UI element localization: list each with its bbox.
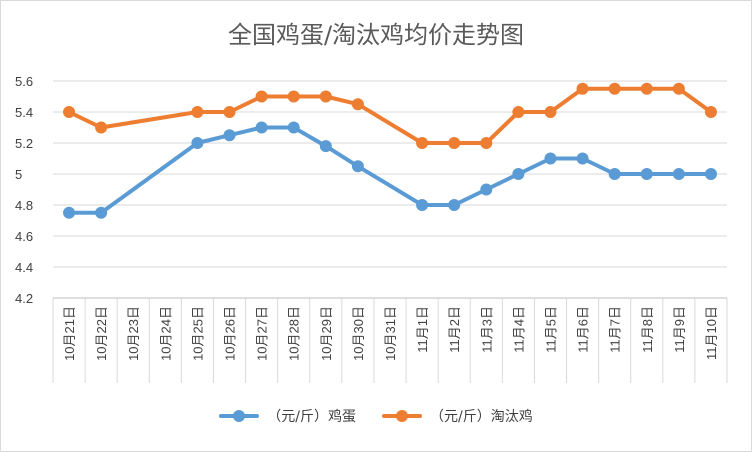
data-point — [672, 168, 685, 180]
data-point — [544, 152, 557, 165]
data-point — [640, 168, 653, 180]
y-tick-label: 4.2 — [15, 291, 33, 306]
x-tick-label: 10月25日 — [190, 306, 205, 361]
legend: （元/斤）鸡蛋 （元/斤）淘汰鸡 — [1, 406, 751, 426]
data-point — [319, 90, 332, 103]
data-point — [608, 82, 621, 95]
data-point — [255, 90, 268, 103]
x-tick-label: 11月8日 — [640, 306, 655, 353]
x-tick-label: 11月9日 — [672, 306, 687, 353]
x-tick-label: 11月10日 — [704, 306, 719, 360]
x-tick-label: 10月21日 — [62, 306, 77, 361]
y-tick-label: 4.4 — [15, 260, 33, 275]
data-point — [351, 160, 364, 173]
x-tick-label: 10月30日 — [351, 306, 366, 361]
legend-marker — [219, 409, 260, 423]
legend-label: （元/斤）淘汰鸡 — [430, 409, 533, 425]
legend-item-1: （元/斤）鸡蛋 — [219, 406, 356, 426]
chart-plot: 4.2 4.4 4.6 4.8 5 5.2 5.4 5.6 10月21日 10月22日 10月23日… — [15, 74, 728, 383]
y-tick-label: 4.8 — [15, 198, 33, 213]
y-tick-label: 5.2 — [15, 136, 33, 151]
data-point — [416, 199, 429, 211]
x-tick-label: 10月29日 — [319, 306, 334, 361]
data-point — [704, 168, 717, 180]
x-tick-label: 10月24日 — [158, 306, 173, 361]
data-point — [576, 152, 589, 165]
data-point — [512, 106, 525, 118]
data-point — [223, 106, 236, 118]
legend-marker — [382, 409, 422, 423]
data-point — [63, 106, 76, 118]
x-tick-label: 10月26日 — [223, 306, 238, 361]
data-point — [448, 137, 461, 149]
data-point — [544, 106, 557, 118]
x-tick-label: 10月23日 — [126, 306, 141, 361]
x-tick-label: 10月31日 — [383, 306, 398, 361]
chart-title: 全国鸡蛋/淘汰鸡均价走势图 — [227, 21, 525, 49]
data-point — [640, 82, 653, 95]
data-point — [191, 106, 204, 118]
data-point — [608, 168, 621, 180]
x-tick-label: 11月2日 — [447, 306, 462, 353]
data-point — [287, 121, 300, 134]
y-tick-label: 5.6 — [15, 74, 33, 89]
data-point — [672, 82, 685, 95]
data-point — [480, 183, 493, 196]
data-point — [448, 199, 461, 211]
x-tick-label: 10月27日 — [255, 306, 270, 361]
y-tick-label: 5 — [15, 167, 22, 182]
legend-item-2: （元/斤）淘汰鸡 — [382, 406, 533, 426]
x-tick-label: 11月4日 — [511, 306, 526, 353]
data-point — [191, 137, 204, 149]
x-tick-label: 11月1日 — [415, 306, 430, 353]
data-point — [704, 106, 717, 118]
x-tick-label: 10月22日 — [94, 306, 109, 361]
x-tick-label: 11月6日 — [576, 306, 591, 353]
x-tick-label: 11月7日 — [608, 306, 623, 353]
data-point — [512, 168, 525, 180]
data-point — [480, 137, 493, 149]
data-point — [319, 140, 332, 153]
data-point — [351, 98, 364, 111]
data-point — [576, 82, 589, 95]
data-point — [287, 90, 300, 103]
data-point — [95, 206, 108, 219]
data-point — [255, 121, 268, 134]
x-tick-label: 11月5日 — [543, 306, 558, 353]
y-tick-label: 4.6 — [15, 229, 33, 244]
x-tick-label: 11月3日 — [479, 306, 494, 353]
data-point — [416, 137, 429, 149]
series-line-2 — [67, 86, 713, 145]
x-tick-label: 10月28日 — [287, 306, 302, 361]
legend-label: （元/斤）鸡蛋 — [267, 409, 356, 425]
data-point — [63, 206, 76, 219]
data-point — [95, 121, 108, 134]
data-point — [223, 129, 236, 142]
y-tick-label: 5.4 — [15, 105, 33, 120]
